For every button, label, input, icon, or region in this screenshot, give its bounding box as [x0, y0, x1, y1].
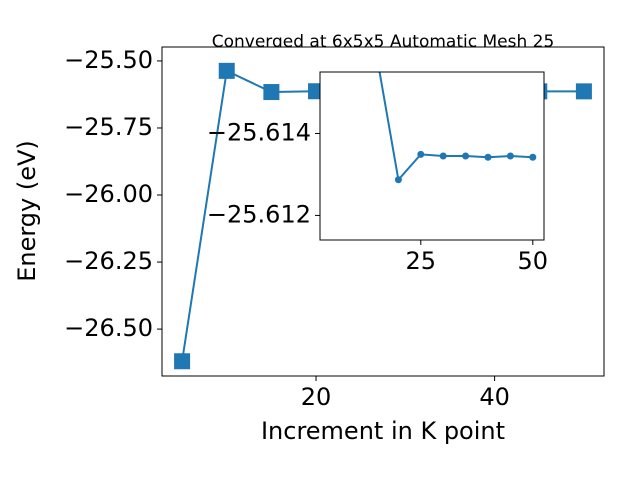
marker: [417, 150, 425, 158]
marker: [575, 83, 592, 100]
y-tick-label: −26.00: [64, 180, 153, 208]
marker: [394, 176, 402, 184]
x-tick-label: 20: [301, 383, 332, 411]
marker: [506, 152, 514, 160]
x-tick-label: 40: [479, 383, 510, 411]
y-tick-label: −25.50: [64, 46, 153, 74]
y-tick-label: −26.50: [64, 314, 153, 342]
marker: [218, 62, 235, 79]
x-tick-label: 25: [406, 247, 437, 275]
axes-frame: [161, 46, 605, 377]
x-axis-label: Increment in K point: [261, 417, 505, 445]
line: [378, 72, 533, 182]
y-tick-label: −26.25: [64, 247, 153, 275]
y-tick-label: −25.75: [64, 113, 153, 141]
marker: [439, 152, 447, 160]
marker: [263, 84, 280, 101]
marker: [462, 152, 470, 160]
y-tick-label: −25.614: [207, 118, 311, 146]
marker: [174, 353, 191, 370]
y-tick-label: −25.612: [207, 200, 311, 228]
axes-frame: [319, 71, 545, 241]
marker: [484, 153, 492, 161]
x-tick-label: 50: [518, 247, 549, 275]
marker: [529, 153, 537, 161]
y-axis-label: Energy (eV): [13, 140, 41, 282]
